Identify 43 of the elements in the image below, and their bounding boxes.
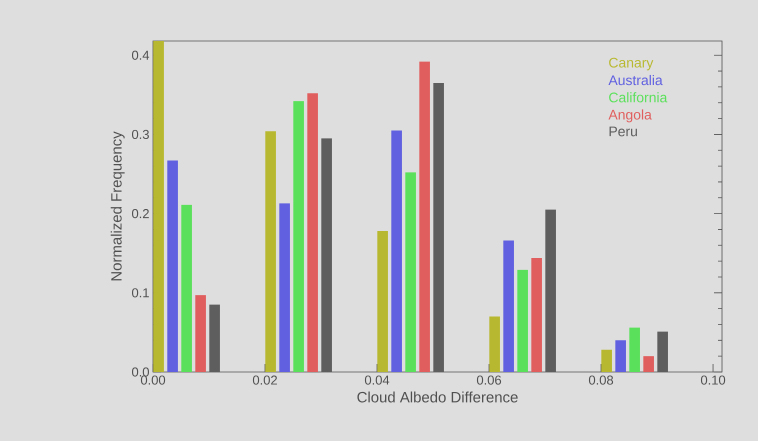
bar	[489, 316, 500, 372]
y-axis-title: Normalized Frequency	[110, 131, 125, 280]
text: Peru	[610, 126, 637, 136]
bar	[615, 340, 626, 372]
bar	[657, 332, 668, 372]
x-tick-label: 0.10	[700, 376, 726, 385]
bar	[209, 304, 220, 372]
bar	[643, 356, 654, 372]
bar	[167, 160, 178, 372]
bar	[531, 258, 542, 372]
x-axis-title: Cloud Albedo Difference	[357, 392, 518, 402]
text: Angola	[608, 109, 652, 122]
bar	[503, 240, 514, 372]
y-tick-label: 0.1	[132, 288, 149, 298]
bar	[265, 131, 276, 372]
bar	[321, 138, 332, 372]
y-tick-label: 0.4	[132, 50, 150, 60]
x-tick-label: 0.04	[364, 376, 390, 385]
bar	[153, 40, 164, 372]
bar	[545, 210, 556, 372]
bar	[377, 231, 388, 372]
x-tick-label: 0.00	[140, 376, 166, 385]
bar	[195, 295, 206, 372]
bar	[629, 328, 640, 372]
text: California	[609, 92, 668, 102]
bar	[279, 203, 290, 372]
bar	[307, 93, 318, 372]
bar	[391, 130, 402, 372]
bar	[517, 270, 528, 372]
y-tick-label: 0.3	[132, 130, 149, 140]
x-tick-label: 0.06	[476, 376, 502, 385]
bar	[419, 62, 430, 372]
text: Canary	[609, 58, 654, 70]
bar	[433, 82, 444, 372]
bar	[405, 172, 416, 372]
x-tick-label: 0.08	[588, 376, 614, 385]
x-tick-label: 0.02	[252, 376, 277, 385]
y-tick-label: 0.2	[132, 209, 149, 218]
bar	[181, 204, 192, 372]
text: Australia	[608, 74, 663, 86]
bar	[293, 101, 304, 372]
y-tick-label: 0.0	[132, 367, 149, 377]
bar	[601, 350, 612, 372]
